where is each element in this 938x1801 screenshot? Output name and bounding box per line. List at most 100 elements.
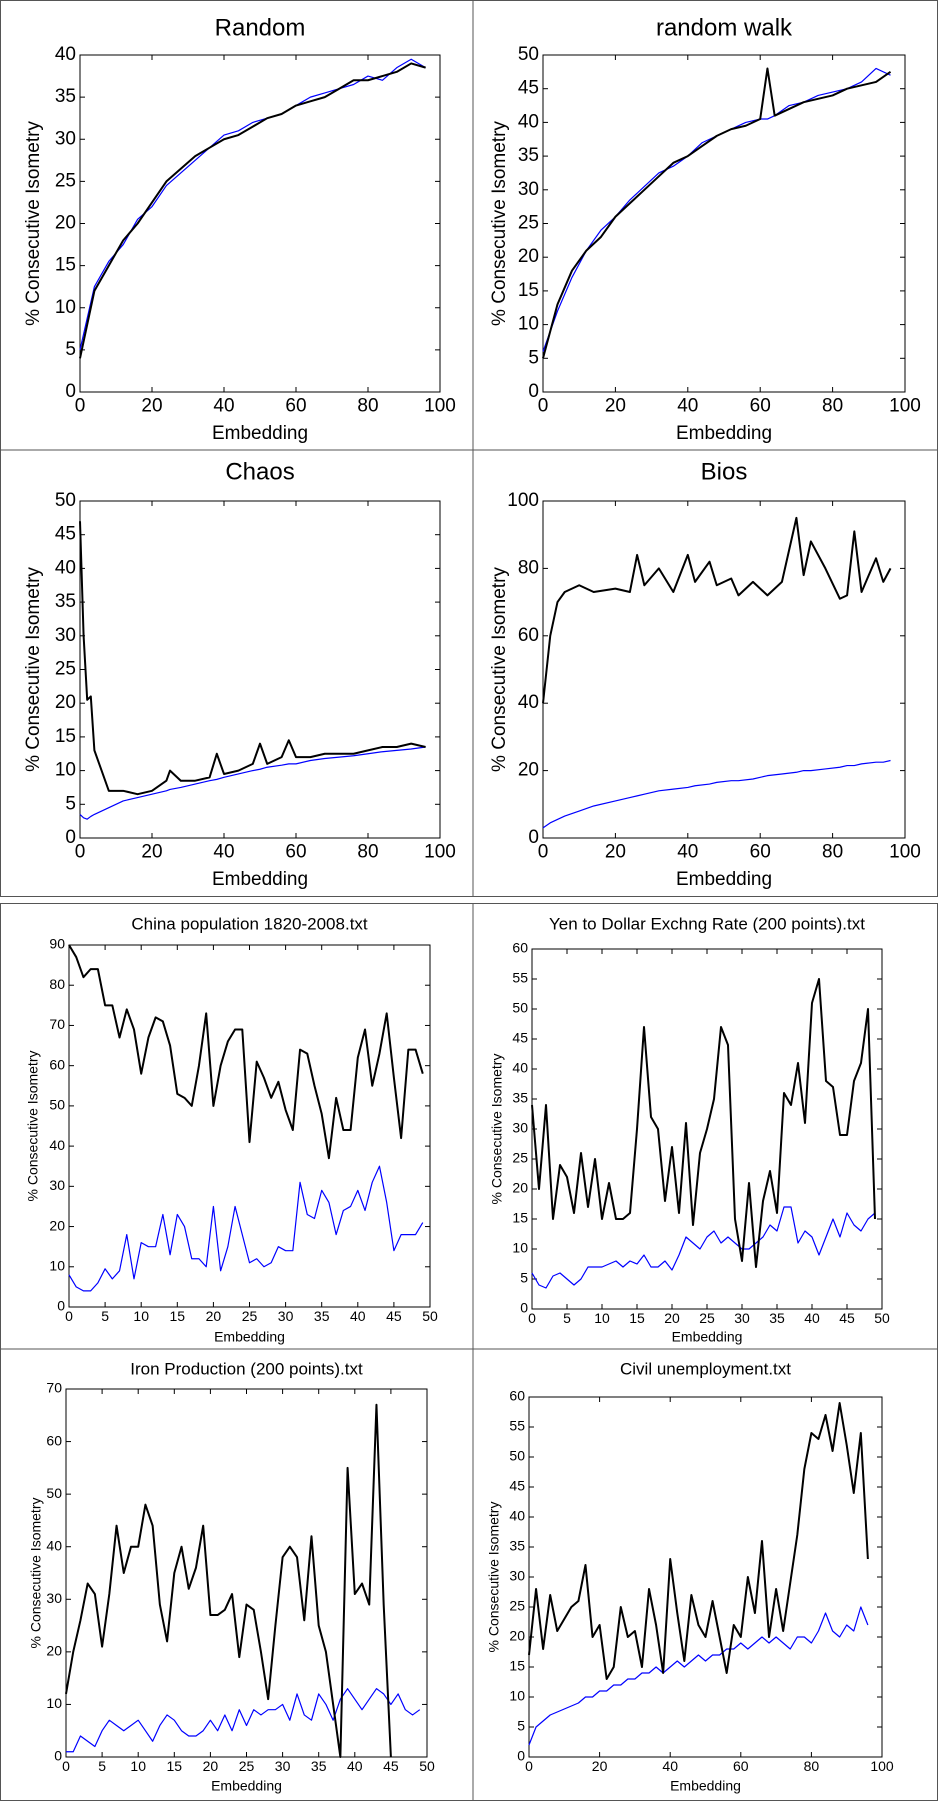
- y-axis-label: % Consecutive Isometry: [489, 1054, 505, 1205]
- y-tick-label: 35: [509, 1538, 525, 1554]
- series-line: [528, 1606, 869, 1746]
- y-tick-label: 40: [49, 1137, 65, 1153]
- y-tick-label: 90: [49, 936, 65, 952]
- x-axis-label: Embedding: [670, 1778, 741, 1794]
- y-tick-label: 0: [528, 827, 539, 848]
- chart-panel: Bios Embedding % Consecutive Isometry 0 20 40…: [489, 458, 921, 890]
- x-tick-label: 15: [629, 1310, 645, 1326]
- series-line: [528, 1402, 869, 1680]
- y-tick-label: 5: [65, 339, 76, 360]
- y-tick-label: 70: [49, 1016, 65, 1032]
- y-tick-label: 60: [518, 625, 539, 646]
- y-tick-label: 40: [55, 557, 76, 578]
- chart-title: Chaos: [225, 458, 294, 485]
- y-tick-label: 0: [520, 1300, 528, 1316]
- chart-panel: Random Embedding % Consecutive Isometry 0 5 1…: [23, 14, 456, 444]
- y-tick-label: 60: [49, 1056, 65, 1072]
- y-tick-label: 50: [518, 44, 539, 65]
- x-tick-label: 40: [804, 1310, 820, 1326]
- chart-title: Yen to Dollar Exchng Rate (200 points).t…: [549, 914, 865, 933]
- x-tick-label: 80: [357, 841, 378, 862]
- y-axis-label: % Consecutive Isometry: [25, 1051, 41, 1202]
- y-tick-label: 60: [46, 1432, 62, 1448]
- x-tick-label: 20: [592, 1758, 608, 1774]
- plot-area: [528, 1396, 883, 1758]
- y-tick-label: 40: [512, 1060, 528, 1076]
- y-tick-label: 20: [55, 213, 76, 234]
- x-tick-label: 25: [699, 1310, 715, 1326]
- y-tick-label: 30: [512, 1120, 528, 1136]
- x-tick-label: 0: [538, 395, 549, 416]
- x-tick-label: 5: [98, 1758, 106, 1774]
- x-tick-label: 0: [75, 841, 86, 862]
- y-tick-label: 40: [46, 1537, 62, 1553]
- x-tick-label: 0: [75, 395, 86, 416]
- y-tick-label: 20: [49, 1217, 65, 1233]
- y-tick-label: 5: [517, 1718, 525, 1734]
- y-tick-label: 15: [518, 280, 539, 301]
- series-line: [79, 58, 426, 351]
- x-tick-label: 40: [213, 395, 234, 416]
- y-tick-label: 60: [509, 1388, 525, 1404]
- x-tick-label: 50: [419, 1758, 435, 1774]
- series-line: [66, 1688, 421, 1753]
- chart-panel: Iron Production (200 points).txt Embeddin…: [28, 1359, 435, 1793]
- y-tick-label: 25: [512, 1150, 528, 1166]
- y-tick-label: 5: [520, 1270, 528, 1286]
- x-tick-label: 0: [528, 1310, 536, 1326]
- y-tick-label: 40: [518, 111, 539, 132]
- y-tick-label: 20: [512, 1180, 528, 1196]
- y-tick-label: 30: [55, 625, 76, 646]
- x-tick-label: 40: [662, 1758, 678, 1774]
- y-tick-label: 100: [507, 490, 539, 511]
- y-tick-label: 50: [46, 1485, 62, 1501]
- y-tick-label: 15: [55, 255, 76, 276]
- y-tick-label: 30: [49, 1177, 65, 1193]
- x-tick-label: 5: [101, 1308, 109, 1324]
- y-tick-label: 0: [65, 827, 76, 848]
- x-axis-label: Embedding: [676, 423, 772, 444]
- x-tick-label: 20: [605, 395, 626, 416]
- x-tick-label: 40: [347, 1758, 363, 1774]
- x-tick-label: 0: [65, 1308, 73, 1324]
- y-tick-label: 70: [46, 1380, 62, 1396]
- y-tick-label: 20: [55, 692, 76, 713]
- series-line: [65, 1403, 392, 1758]
- x-tick-label: 60: [750, 395, 771, 416]
- y-tick-label: 10: [49, 1257, 65, 1273]
- y-axis-label: % Consecutive Isometry: [486, 1502, 502, 1653]
- chart-panel: China population 1820-2008.txt Embedding%…: [25, 914, 438, 1344]
- y-tick-label: 45: [55, 524, 76, 545]
- x-axis-label: Embedding: [212, 423, 308, 444]
- y-axis-label: % Consecutive Isometry: [489, 121, 510, 326]
- x-tick-label: 45: [386, 1308, 402, 1324]
- series-line: [531, 1206, 876, 1289]
- x-tick-label: 100: [870, 1758, 894, 1774]
- x-tick-label: 50: [422, 1308, 438, 1324]
- y-tick-label: 55: [512, 970, 528, 986]
- y-tick-label: 10: [55, 297, 76, 318]
- x-tick-label: 60: [285, 395, 306, 416]
- x-tick-label: 0: [538, 841, 549, 862]
- series-line: [68, 1165, 424, 1292]
- x-tick-label: 80: [357, 395, 378, 416]
- x-tick-label: 30: [275, 1758, 291, 1774]
- y-tick-label: 60: [512, 940, 528, 956]
- y-tick-label: 80: [518, 557, 539, 578]
- x-tick-label: 35: [314, 1308, 330, 1324]
- series-line: [542, 67, 892, 359]
- y-tick-label: 15: [512, 1210, 528, 1226]
- y-tick-label: 30: [55, 128, 76, 149]
- x-tick-label: 40: [677, 395, 698, 416]
- plot-area: [542, 500, 906, 839]
- y-tick-label: 50: [512, 1000, 528, 1016]
- y-axis-label: % Consecutive Isometry: [23, 567, 44, 772]
- y-tick-label: 45: [518, 78, 539, 99]
- y-tick-label: 45: [509, 1478, 525, 1494]
- x-tick-label: 100: [889, 841, 921, 862]
- y-tick-label: 20: [509, 1628, 525, 1644]
- x-tick-label: 40: [677, 841, 698, 862]
- x-tick-label: 15: [167, 1758, 183, 1774]
- y-tick-label: 10: [55, 760, 76, 781]
